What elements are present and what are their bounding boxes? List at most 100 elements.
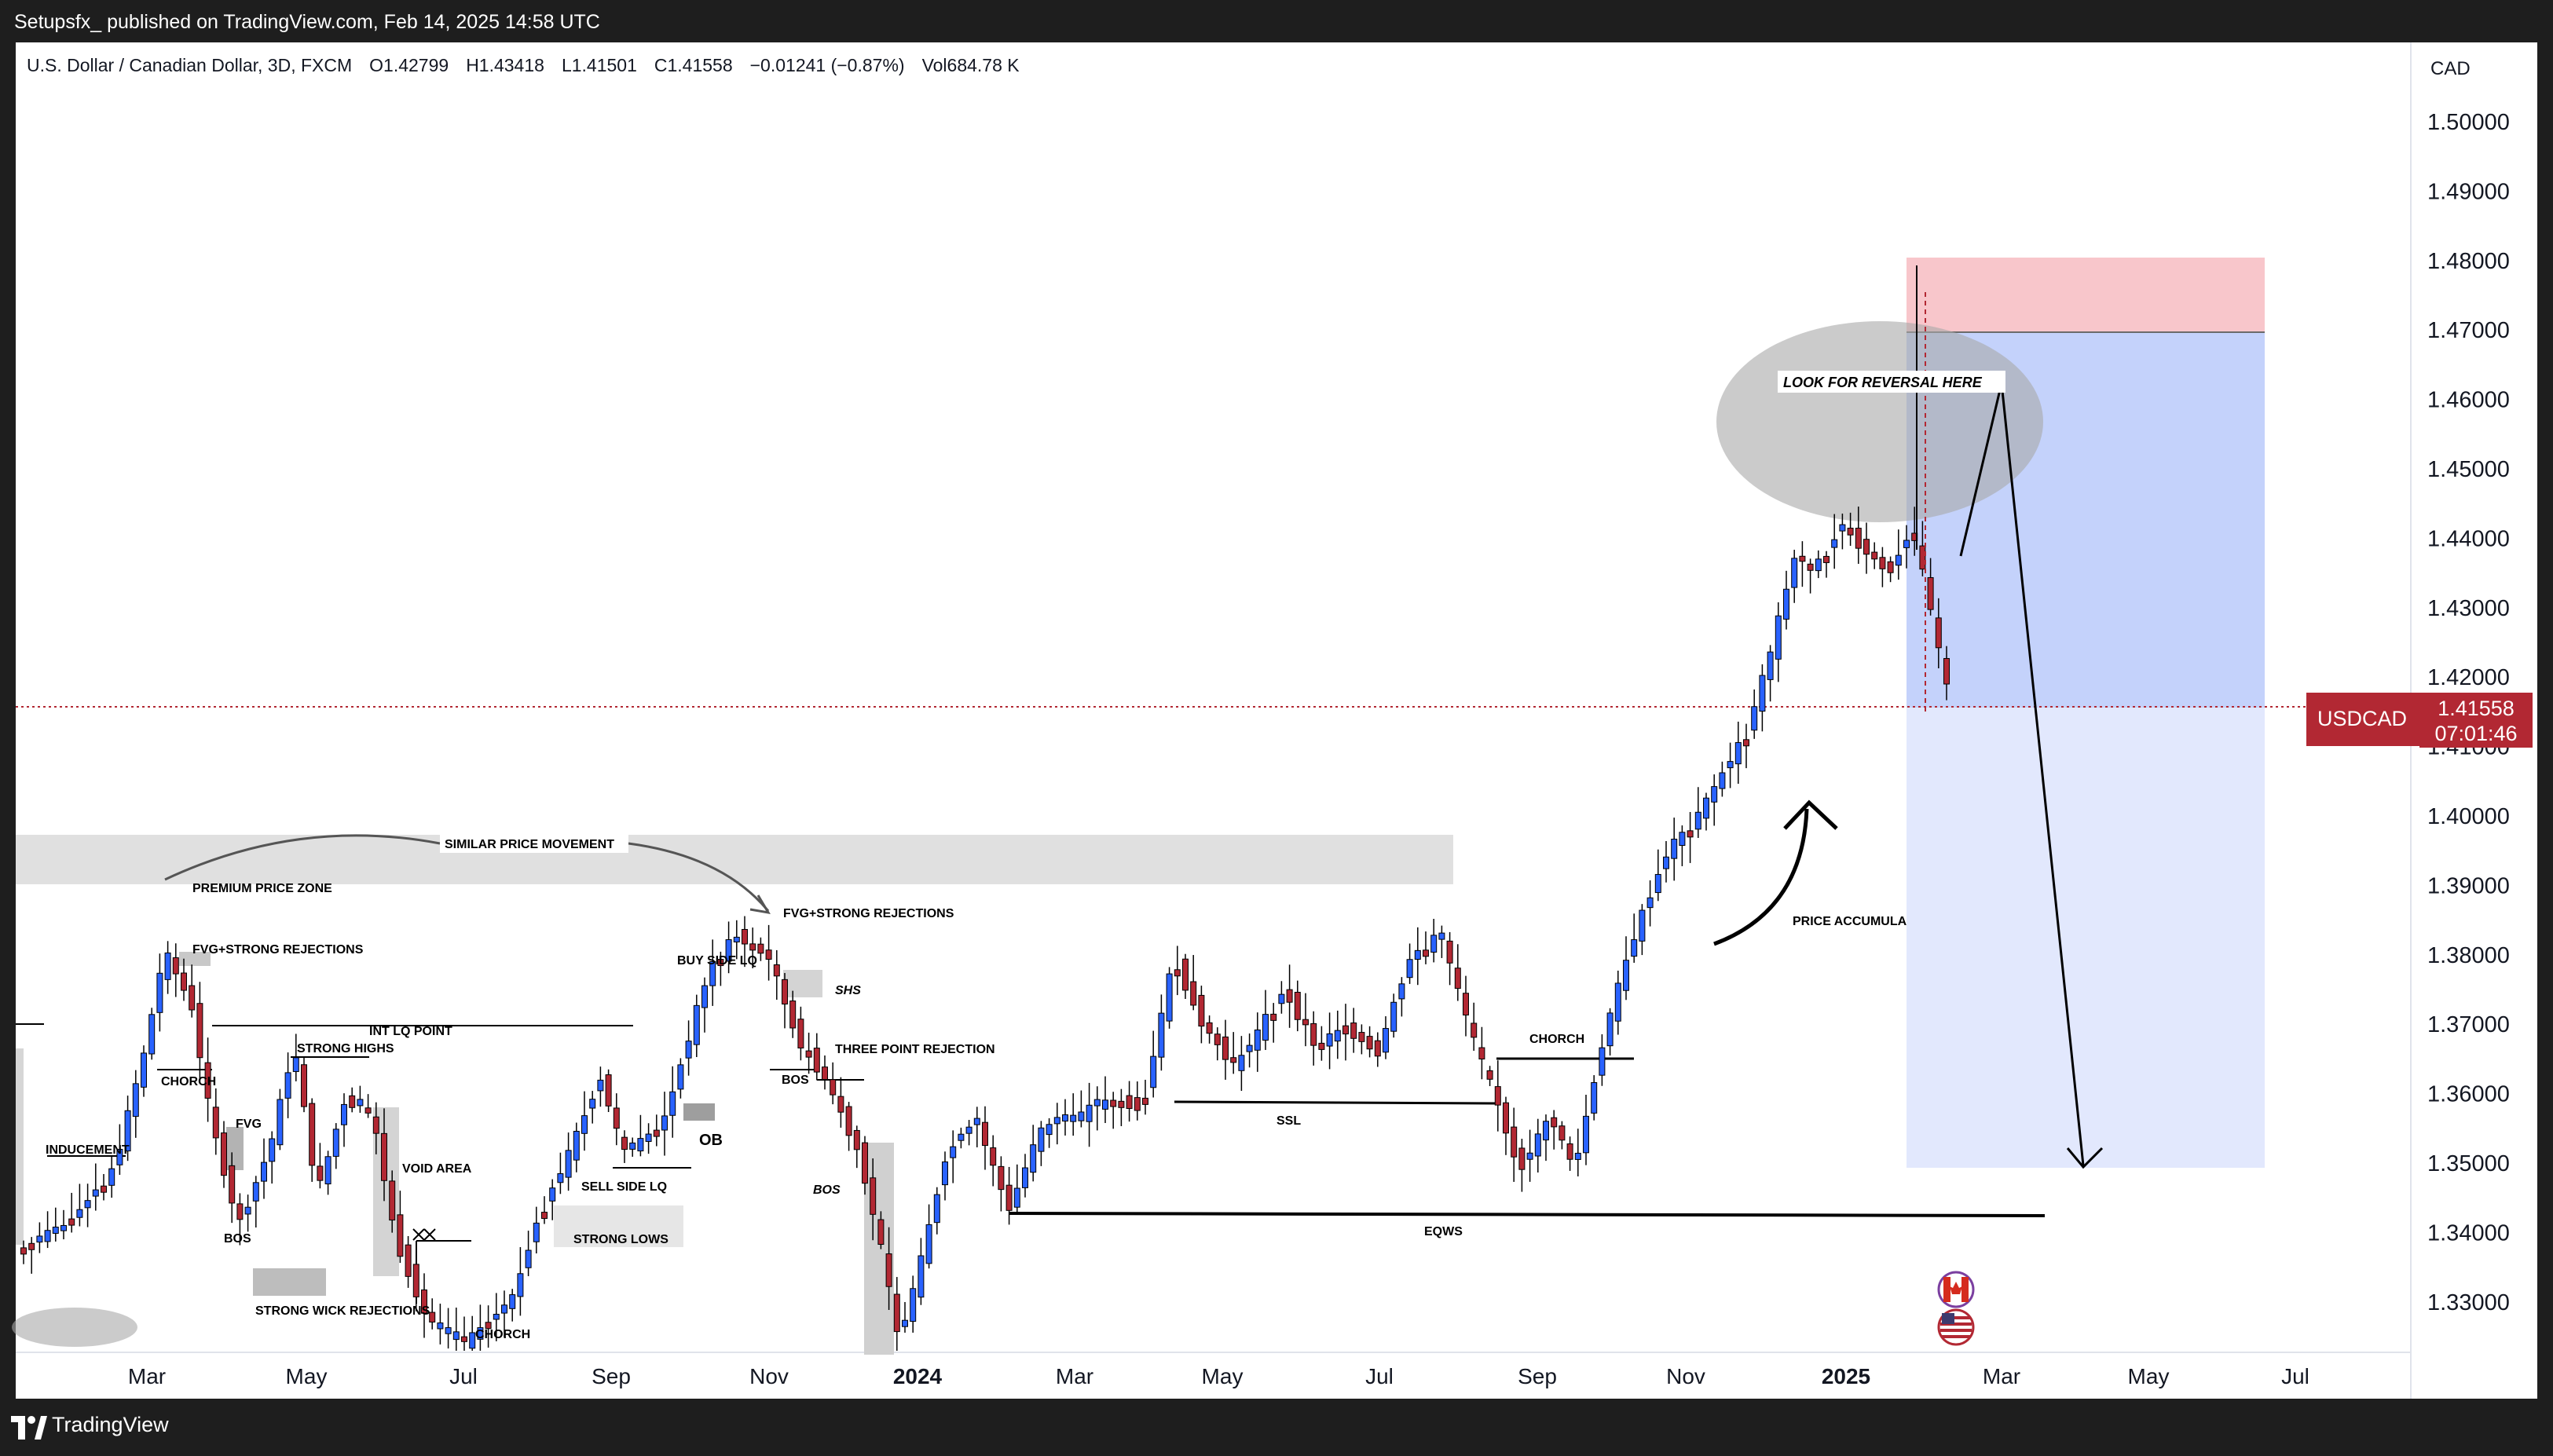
bull-candle[interactable] bbox=[1390, 1001, 1397, 1032]
bull-candle[interactable] bbox=[1278, 993, 1285, 1004]
bear-candle[interactable] bbox=[1503, 1102, 1509, 1134]
bull-candle[interactable] bbox=[1671, 838, 1678, 859]
bull-candle[interactable] bbox=[357, 1099, 364, 1107]
bear-candle[interactable] bbox=[1566, 1143, 1573, 1160]
bull-candle[interactable] bbox=[693, 1004, 700, 1045]
us-flag-icon[interactable] bbox=[1937, 1308, 1975, 1346]
bull-candle[interactable] bbox=[1254, 1029, 1261, 1051]
bull-candle[interactable] bbox=[164, 952, 171, 980]
bull-candle[interactable] bbox=[1046, 1124, 1053, 1136]
bear-candle[interactable] bbox=[1807, 563, 1814, 571]
bull-candle[interactable] bbox=[1591, 1082, 1598, 1114]
bull-candle[interactable] bbox=[44, 1230, 51, 1242]
bear-candle[interactable] bbox=[1887, 561, 1894, 573]
bear-candle[interactable] bbox=[1350, 1022, 1357, 1039]
bear-candle[interactable] bbox=[862, 1142, 868, 1184]
bear-candle[interactable] bbox=[757, 943, 764, 954]
bear-candle[interactable] bbox=[189, 985, 196, 1011]
bear-candle[interactable] bbox=[229, 1165, 236, 1204]
bull-candle[interactable] bbox=[1654, 873, 1661, 894]
bull-candle[interactable] bbox=[517, 1273, 524, 1297]
bull-candle[interactable] bbox=[1903, 540, 1910, 548]
bull-candle[interactable] bbox=[557, 1172, 564, 1183]
bull-candle[interactable] bbox=[1070, 1114, 1077, 1122]
bear-candle[interactable] bbox=[68, 1218, 75, 1226]
bull-candle[interactable] bbox=[677, 1064, 684, 1090]
bull-candle[interactable] bbox=[1398, 983, 1405, 1000]
bear-candle[interactable] bbox=[1318, 1042, 1325, 1050]
bull-candle[interactable] bbox=[76, 1209, 83, 1218]
bull-candle[interactable] bbox=[709, 960, 716, 986]
bull-candle[interactable] bbox=[1599, 1047, 1606, 1076]
bear-candle[interactable] bbox=[853, 1129, 860, 1151]
bull-candle[interactable] bbox=[501, 1304, 507, 1314]
bear-candle[interactable] bbox=[309, 1103, 316, 1166]
bull-candle[interactable] bbox=[1759, 675, 1766, 712]
bear-candle[interactable] bbox=[765, 949, 772, 960]
bull-candle[interactable] bbox=[1526, 1152, 1533, 1160]
bull-candle[interactable] bbox=[1727, 761, 1734, 769]
bull-candle[interactable] bbox=[1414, 949, 1421, 960]
bull-candle[interactable] bbox=[942, 1161, 948, 1186]
bear-candle[interactable] bbox=[1847, 528, 1854, 536]
bear-candle[interactable] bbox=[1342, 1025, 1349, 1035]
bear-candle[interactable] bbox=[822, 1066, 828, 1081]
bear-candle[interactable] bbox=[1855, 528, 1862, 549]
bear-candle[interactable] bbox=[1110, 1099, 1117, 1107]
bull-candle[interactable] bbox=[1783, 588, 1789, 620]
bear-candle[interactable] bbox=[28, 1242, 35, 1250]
bear-candle[interactable] bbox=[1286, 989, 1293, 1003]
bear-candle[interactable] bbox=[813, 1048, 820, 1073]
bull-candle[interactable] bbox=[733, 936, 740, 942]
bear-candle[interactable] bbox=[204, 1062, 211, 1099]
bear-candle[interactable] bbox=[1198, 994, 1205, 1027]
bull-candle[interactable] bbox=[1663, 856, 1669, 869]
bear-candle[interactable] bbox=[1471, 1022, 1478, 1038]
bull-candle[interactable] bbox=[477, 1327, 484, 1340]
bear-candle[interactable] bbox=[485, 1322, 492, 1330]
bear-candle[interactable] bbox=[877, 1219, 885, 1246]
bull-candle[interactable] bbox=[629, 1142, 636, 1150]
bull-candle[interactable] bbox=[1639, 909, 1646, 942]
bull-candle[interactable] bbox=[925, 1224, 932, 1264]
bear-candle[interactable] bbox=[1687, 830, 1694, 838]
bear-candle[interactable] bbox=[1494, 1086, 1501, 1106]
bull-candle[interactable] bbox=[244, 1206, 251, 1215]
bear-candle[interactable] bbox=[429, 1311, 436, 1322]
bear-candle[interactable] bbox=[1302, 1019, 1309, 1026]
bear-candle[interactable] bbox=[1454, 968, 1461, 990]
bull-candle[interactable] bbox=[1150, 1055, 1157, 1088]
bull-candle[interactable] bbox=[581, 1115, 588, 1134]
bear-candle[interactable] bbox=[1871, 551, 1878, 560]
bull-candle[interactable] bbox=[725, 939, 732, 962]
bull-candle[interactable] bbox=[1679, 832, 1686, 847]
bull-candle[interactable] bbox=[1711, 786, 1718, 803]
bull-candle[interactable] bbox=[1038, 1127, 1045, 1152]
bear-candle[interactable] bbox=[782, 979, 788, 1005]
bull-candle[interactable] bbox=[533, 1222, 540, 1242]
bear-candle[interactable] bbox=[605, 1074, 612, 1107]
bull-candle[interactable] bbox=[52, 1227, 59, 1235]
bear-candle[interactable] bbox=[830, 1079, 837, 1096]
bull-candle[interactable] bbox=[1895, 554, 1902, 566]
bull-candle[interactable] bbox=[269, 1138, 276, 1162]
bull-candle[interactable] bbox=[156, 972, 163, 1013]
bull-candle[interactable] bbox=[324, 1156, 331, 1185]
bull-candle[interactable] bbox=[332, 1129, 339, 1157]
bull-candle[interactable] bbox=[1246, 1044, 1253, 1052]
bull-candle[interactable] bbox=[669, 1091, 676, 1116]
bear-candle[interactable] bbox=[998, 1165, 1005, 1191]
bull-candle[interactable] bbox=[549, 1187, 556, 1202]
bull-candle[interactable] bbox=[1158, 1012, 1165, 1058]
bear-candle[interactable] bbox=[397, 1214, 404, 1257]
bear-candle[interactable] bbox=[773, 964, 780, 977]
bull-candle[interactable] bbox=[1062, 1114, 1068, 1122]
bull-candle[interactable] bbox=[1646, 897, 1654, 909]
bull-candle[interactable] bbox=[1438, 932, 1445, 940]
bear-candle[interactable] bbox=[1190, 981, 1197, 1006]
bull-candle[interactable] bbox=[1694, 811, 1701, 830]
bear-candle[interactable] bbox=[20, 1247, 27, 1255]
bear-candle[interactable] bbox=[1478, 1047, 1485, 1060]
bull-candle[interactable] bbox=[1086, 1104, 1093, 1122]
